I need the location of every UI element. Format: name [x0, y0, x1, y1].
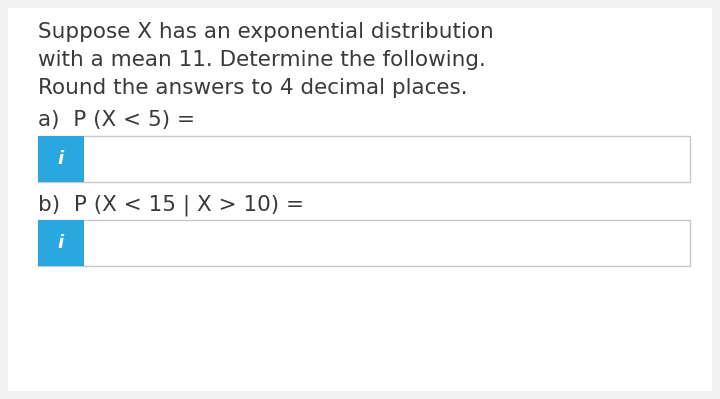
Text: Suppose X has an exponential distribution: Suppose X has an exponential distributio…	[38, 22, 494, 42]
Bar	[38, 136, 84, 182]
Text: i: i	[58, 234, 64, 252]
Text: a)  P (X < 5) =: a) P (X < 5) =	[38, 110, 195, 130]
Bar	[38, 136, 690, 182]
Text: Round the answers to 4 decimal places.: Round the answers to 4 decimal places.	[38, 78, 467, 98]
Bar	[38, 220, 84, 266]
Text: i: i	[58, 150, 64, 168]
Text: b)  P (X < 15 | X > 10) =: b) P (X < 15 | X > 10) =	[38, 194, 304, 215]
Text: with a mean 11. Determine the following.: with a mean 11. Determine the following.	[38, 50, 486, 70]
Bar	[38, 220, 690, 266]
